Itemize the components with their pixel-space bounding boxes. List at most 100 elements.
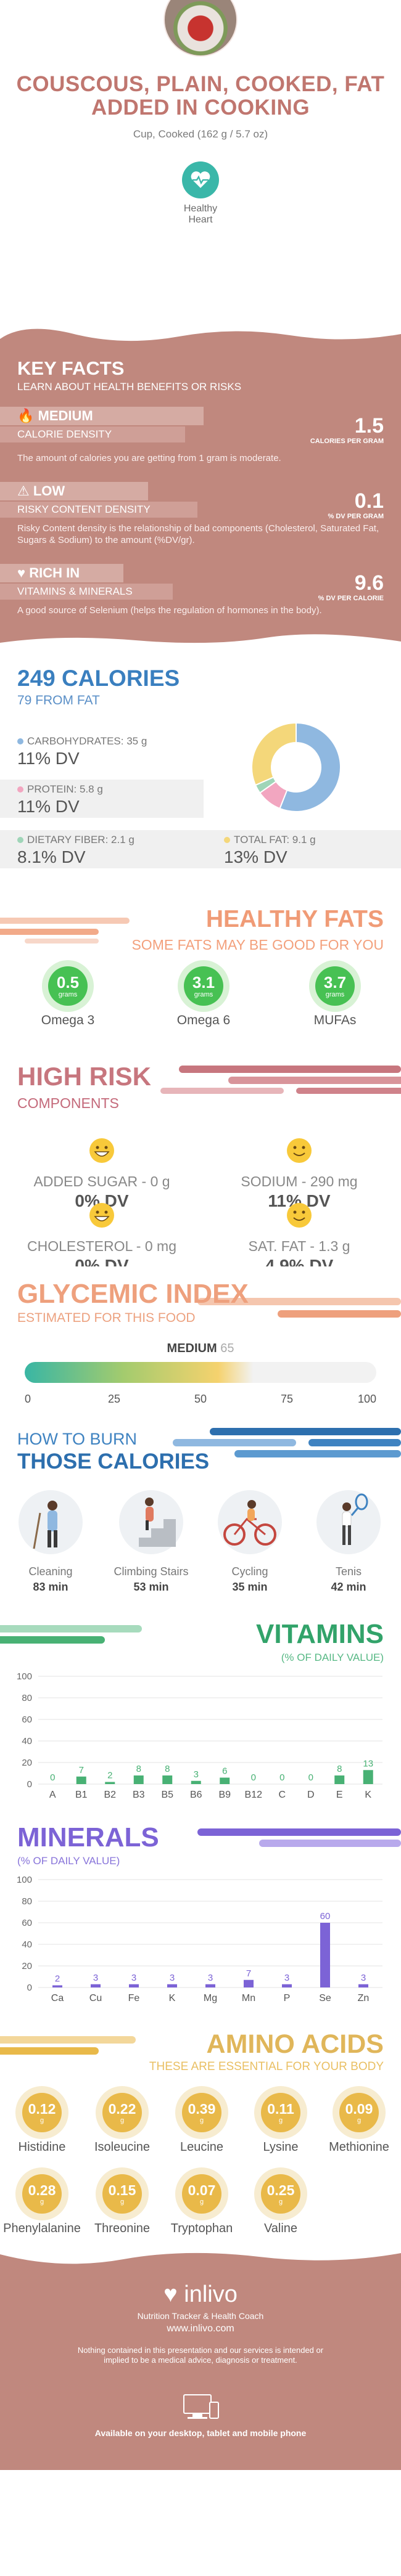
smiling-face-icon: [287, 1138, 312, 1163]
fiber-dv: 8.1% DV: [17, 847, 86, 866]
y-tick-label: 0: [27, 1983, 32, 1993]
y-tick-label: 0: [27, 1779, 32, 1790]
fact-value: 0.1: [354, 489, 384, 513]
vitamins-bar-chart: 0204060801000A7B12B28B38B53B66B90B120C0D…: [17, 1671, 382, 1800]
x-tick-label: B2: [104, 1790, 116, 1800]
bar-b6: [191, 1780, 201, 1784]
bar-value-label: 7: [246, 1968, 251, 1979]
fat-omega-3: 0.5 grams Omega 3: [25, 960, 111, 1028]
minerals-section: MINERALS (% OF DAILY VALUE) 0 20 40 60 80 100…: [0, 1815, 401, 2018]
y-tick-label: 80: [22, 1896, 32, 1907]
x-tick-label: Mg: [204, 1993, 217, 2003]
fact-description: The amount of calories you are getting f…: [17, 453, 281, 463]
bar-value-label: 3: [208, 1973, 213, 1983]
minerals-decoration: [197, 1828, 401, 1847]
y-tick-label: 80: [22, 1693, 32, 1703]
carbs-dot: [17, 738, 23, 744]
bar-value-label: 8: [136, 1764, 141, 1774]
top-wave: [0, 320, 401, 341]
cycling-icon: [218, 1490, 282, 1554]
bar-mn: [244, 1979, 254, 1987]
calories-section: 249 CALORIES 79 FROM FAT CARBOHYDRATES: …: [0, 650, 401, 894]
bar-fe: [129, 1984, 139, 1987]
macro-protein: PROTEIN: 5.8 g 11% DV: [0, 780, 204, 818]
footer-url[interactable]: www.inlivo.com: [167, 2323, 234, 2334]
x-tick-label: Fe: [128, 1993, 140, 2003]
x-tick-label: D: [307, 1790, 315, 1800]
x-tick-label: B5: [161, 1790, 173, 1800]
food-title: COUSCOUS, PLAIN, COOKED, FAT ADDED IN CO…: [16, 72, 385, 120]
heart-pulse-icon: [182, 161, 219, 198]
risk-sat-fat: SAT. FAT - 1.3 g 4.9% DV: [210, 1202, 389, 1266]
amino-tryptophan: 0.07 g Tryptophan: [162, 2167, 241, 2236]
bar-k: [363, 1770, 373, 1784]
key-facts-title: KEY FACTS: [17, 357, 125, 379]
calories-from-fat: 79 FROM FAT: [17, 693, 100, 707]
healthy-fats-section: HEALTHY FATS SOME FATS MAY BE GOOD FOR Y…: [0, 894, 401, 1045]
amino-methionine: 0.09 g Methionine: [320, 2086, 399, 2154]
bar-value-label: 0: [50, 1772, 55, 1783]
warning-icon: ⚠: [17, 483, 30, 499]
burn-calories-section: HOW TO BURN THOSE CALORIES Cleaning 83 m…: [0, 1417, 401, 1612]
high-risk-subtitle: COMPONENTS: [17, 1095, 119, 1111]
bar-value-label: 3: [131, 1973, 136, 1983]
gi-tick: 0: [24, 1393, 31, 1405]
amino-isoleucine: 0.22 g Isoleucine: [83, 2086, 162, 2154]
bar-mg: [205, 1984, 215, 1987]
vitamins-decoration: [0, 1625, 142, 1644]
risk-added-sugar: ADDED SUGAR - 0 g 0% DV: [12, 1137, 191, 1211]
y-tick-label: 20: [22, 1758, 32, 1768]
bar-value-label: 0: [279, 1772, 284, 1783]
glycemic-level: MEDIUM 65: [167, 1342, 234, 1355]
fact-unit: % DV PER CALORIE: [318, 595, 384, 602]
amino-lysine: 0.11 g Lysine: [241, 2086, 320, 2154]
burn-cycling: Cycling 35 min: [207, 1488, 293, 1594]
minerals-title: MINERALS: [17, 1822, 159, 1853]
risk-decoration: [160, 1066, 401, 1094]
bar-value-label: 13: [363, 1758, 373, 1769]
bar-p: [282, 1984, 292, 1987]
bar-b5: [162, 1775, 173, 1784]
fats-decoration: [0, 918, 130, 944]
footer-availability: Available on your desktop, tablet and mo…: [94, 2428, 307, 2438]
fact-name: RISKY CONTENT DENSITY: [17, 503, 151, 515]
header-section: COUSCOUS, PLAIN, COOKED, FAT ADDED IN CO…: [0, 0, 401, 320]
minerals-subtitle: (% OF DAILY VALUE): [17, 1855, 120, 1867]
bar-value-label: 0: [251, 1772, 256, 1783]
amino-acids-title: AMINO ACIDS: [206, 2029, 384, 2059]
gi-tick: 50: [194, 1393, 207, 1405]
flame-icon: 🔥: [17, 408, 35, 423]
burn-title-2: THOSE CALORIES: [17, 1449, 210, 1473]
bar-value-label: 0: [308, 1772, 313, 1783]
bar-b3: [133, 1775, 144, 1784]
fact-name: CALORIE DENSITY: [17, 428, 112, 440]
bar-value-label: 60: [320, 1911, 331, 1922]
bar-b2: [105, 1782, 115, 1784]
amino-leucine: 0.39 g Leucine: [162, 2086, 241, 2154]
high-risk-title: HIGH RISK: [17, 1062, 152, 1091]
amino-acids-section: AMINO ACIDS THESE ARE ESSENTIAL FOR YOUR…: [0, 2018, 401, 2244]
bar-value-label: 8: [337, 1764, 342, 1774]
glycemic-index-section: GLYCEMIC INDEX ESTIMATED FOR THIS FOOD M…: [0, 1266, 401, 1417]
bar-ca: [52, 1985, 62, 1987]
vitamins-subtitle: (% OF DAILY VALUE): [281, 1652, 384, 1663]
inlivo-logo[interactable]: ♥ inlivo: [163, 2281, 238, 2307]
footer-wave: [0, 2244, 401, 2264]
fact-description: Risky Content density is the relationshi…: [17, 523, 379, 545]
smiling-face-icon: [287, 1203, 312, 1228]
y-tick-label: 60: [22, 1918, 32, 1928]
x-tick-label: Zn: [358, 1993, 370, 2003]
fact-description: A good source of Selenium (helps the reg…: [17, 605, 322, 616]
bar-cu: [91, 1984, 101, 1987]
bar-e: [334, 1775, 345, 1784]
fact-level: LOW: [33, 483, 65, 499]
burn-tennis: Tenis 42 min: [305, 1488, 392, 1594]
x-tick-label: B3: [133, 1790, 145, 1800]
grinning-face-icon: [89, 1203, 114, 1228]
gi-tick: 25: [107, 1393, 121, 1405]
bar-value-label: 2: [55, 1974, 60, 1984]
minerals-bar-chart: 0 20 40 60 80 100 2 Ca 3 Cu 3 Fe 3 K 3 Mg 7 Mn 3 P 60 Se 3 Zn: [17, 1875, 382, 2003]
x-tick-label: A: [49, 1790, 56, 1800]
bottom-wave: [0, 634, 401, 650]
